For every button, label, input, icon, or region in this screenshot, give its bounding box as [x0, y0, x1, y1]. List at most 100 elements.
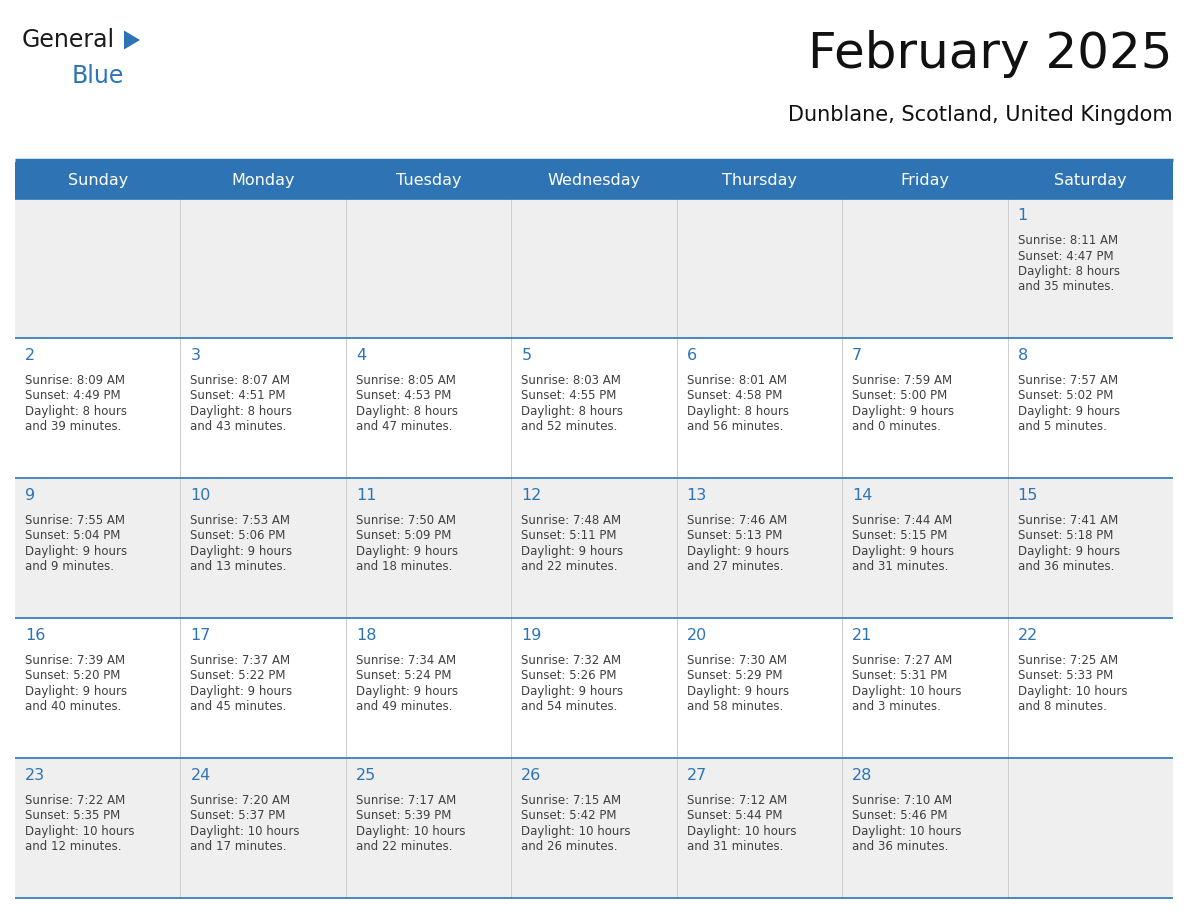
- Text: Sunset: 5:22 PM: Sunset: 5:22 PM: [190, 669, 286, 682]
- Text: Sunrise: 7:50 AM: Sunrise: 7:50 AM: [356, 514, 456, 527]
- Text: 26: 26: [522, 768, 542, 783]
- Text: Sunset: 5:29 PM: Sunset: 5:29 PM: [687, 669, 782, 682]
- Text: Sunset: 5:35 PM: Sunset: 5:35 PM: [25, 809, 120, 823]
- Text: and 31 minutes.: and 31 minutes.: [687, 840, 783, 853]
- Text: Daylight: 9 hours: Daylight: 9 hours: [852, 405, 954, 418]
- Text: Sunset: 5:18 PM: Sunset: 5:18 PM: [1018, 530, 1113, 543]
- Text: Sunrise: 7:59 AM: Sunrise: 7:59 AM: [852, 374, 953, 386]
- Text: Blue: Blue: [72, 64, 125, 88]
- Text: Sunset: 5:20 PM: Sunset: 5:20 PM: [25, 669, 120, 682]
- Text: Daylight: 10 hours: Daylight: 10 hours: [356, 824, 466, 837]
- Text: Tuesday: Tuesday: [396, 173, 461, 188]
- Text: Sunset: 4:53 PM: Sunset: 4:53 PM: [356, 389, 451, 402]
- Text: and 43 minutes.: and 43 minutes.: [190, 420, 286, 433]
- Text: Sunset: 5:31 PM: Sunset: 5:31 PM: [852, 669, 948, 682]
- Text: Sunrise: 7:48 AM: Sunrise: 7:48 AM: [522, 514, 621, 527]
- Text: Daylight: 9 hours: Daylight: 9 hours: [25, 544, 127, 558]
- Text: 24: 24: [190, 768, 210, 783]
- Text: and 56 minutes.: and 56 minutes.: [687, 420, 783, 433]
- Text: Daylight: 9 hours: Daylight: 9 hours: [522, 685, 624, 698]
- Text: Sunset: 4:51 PM: Sunset: 4:51 PM: [190, 389, 286, 402]
- Text: and 22 minutes.: and 22 minutes.: [522, 560, 618, 574]
- Text: Sunset: 5:11 PM: Sunset: 5:11 PM: [522, 530, 617, 543]
- Text: 16: 16: [25, 628, 45, 644]
- Text: Daylight: 9 hours: Daylight: 9 hours: [852, 544, 954, 558]
- Text: Sunset: 5:06 PM: Sunset: 5:06 PM: [190, 530, 286, 543]
- Text: Sunset: 4:55 PM: Sunset: 4:55 PM: [522, 389, 617, 402]
- Text: Sunrise: 7:30 AM: Sunrise: 7:30 AM: [687, 654, 786, 666]
- Text: 19: 19: [522, 628, 542, 644]
- Text: Sunrise: 7:53 AM: Sunrise: 7:53 AM: [190, 514, 290, 527]
- Text: Daylight: 10 hours: Daylight: 10 hours: [687, 824, 796, 837]
- Text: Sunset: 5:15 PM: Sunset: 5:15 PM: [852, 530, 948, 543]
- Text: Daylight: 9 hours: Daylight: 9 hours: [356, 544, 459, 558]
- Text: Daylight: 8 hours: Daylight: 8 hours: [687, 405, 789, 418]
- Text: Sunset: 5:42 PM: Sunset: 5:42 PM: [522, 809, 617, 823]
- Text: Daylight: 8 hours: Daylight: 8 hours: [522, 405, 624, 418]
- Text: and 40 minutes.: and 40 minutes.: [25, 700, 121, 713]
- Text: Sunrise: 7:44 AM: Sunrise: 7:44 AM: [852, 514, 953, 527]
- Text: Sunrise: 7:41 AM: Sunrise: 7:41 AM: [1018, 514, 1118, 527]
- Text: Daylight: 9 hours: Daylight: 9 hours: [1018, 405, 1120, 418]
- Text: Sunset: 4:58 PM: Sunset: 4:58 PM: [687, 389, 782, 402]
- Text: 22: 22: [1018, 628, 1038, 644]
- Text: and 12 minutes.: and 12 minutes.: [25, 840, 121, 853]
- Polygon shape: [124, 30, 140, 50]
- Bar: [15, 162, 1173, 198]
- Text: 6: 6: [687, 349, 697, 364]
- Text: and 45 minutes.: and 45 minutes.: [190, 700, 286, 713]
- Text: Daylight: 9 hours: Daylight: 9 hours: [687, 544, 789, 558]
- Bar: [15, 198, 1173, 339]
- Text: 23: 23: [25, 768, 45, 783]
- Text: and 36 minutes.: and 36 minutes.: [852, 840, 948, 853]
- Text: Sunset: 5:37 PM: Sunset: 5:37 PM: [190, 809, 286, 823]
- Text: Sunrise: 7:25 AM: Sunrise: 7:25 AM: [1018, 654, 1118, 666]
- Bar: [15, 618, 1173, 758]
- Text: Sunset: 4:47 PM: Sunset: 4:47 PM: [1018, 250, 1113, 263]
- Text: 13: 13: [687, 488, 707, 503]
- Text: Daylight: 9 hours: Daylight: 9 hours: [25, 685, 127, 698]
- Text: Thursday: Thursday: [722, 173, 797, 188]
- Text: Sunrise: 8:03 AM: Sunrise: 8:03 AM: [522, 374, 621, 386]
- Text: Sunrise: 7:17 AM: Sunrise: 7:17 AM: [356, 793, 456, 807]
- Text: Daylight: 10 hours: Daylight: 10 hours: [852, 824, 961, 837]
- Text: Sunset: 5:13 PM: Sunset: 5:13 PM: [687, 530, 782, 543]
- Text: and 17 minutes.: and 17 minutes.: [190, 840, 287, 853]
- Text: Daylight: 9 hours: Daylight: 9 hours: [356, 685, 459, 698]
- Text: Sunrise: 8:05 AM: Sunrise: 8:05 AM: [356, 374, 456, 386]
- Text: Sunrise: 7:10 AM: Sunrise: 7:10 AM: [852, 793, 953, 807]
- Text: Sunrise: 8:11 AM: Sunrise: 8:11 AM: [1018, 234, 1118, 247]
- Text: Saturday: Saturday: [1054, 173, 1126, 188]
- Text: Daylight: 9 hours: Daylight: 9 hours: [522, 544, 624, 558]
- Text: 5: 5: [522, 349, 531, 364]
- Bar: [15, 758, 1173, 898]
- Text: 4: 4: [356, 349, 366, 364]
- Text: and 54 minutes.: and 54 minutes.: [522, 700, 618, 713]
- Text: Sunrise: 7:55 AM: Sunrise: 7:55 AM: [25, 514, 125, 527]
- Text: and 13 minutes.: and 13 minutes.: [190, 560, 286, 574]
- Text: 1: 1: [1018, 208, 1028, 223]
- Text: and 35 minutes.: and 35 minutes.: [1018, 281, 1114, 294]
- Text: Daylight: 8 hours: Daylight: 8 hours: [25, 405, 127, 418]
- Text: Sunrise: 7:15 AM: Sunrise: 7:15 AM: [522, 793, 621, 807]
- Text: Daylight: 9 hours: Daylight: 9 hours: [190, 544, 292, 558]
- Text: and 5 minutes.: and 5 minutes.: [1018, 420, 1106, 433]
- Text: Daylight: 9 hours: Daylight: 9 hours: [1018, 544, 1120, 558]
- Text: Daylight: 10 hours: Daylight: 10 hours: [522, 824, 631, 837]
- Text: 27: 27: [687, 768, 707, 783]
- Text: and 27 minutes.: and 27 minutes.: [687, 560, 783, 574]
- Text: Dunblane, Scotland, United Kingdom: Dunblane, Scotland, United Kingdom: [789, 105, 1173, 125]
- Text: Daylight: 10 hours: Daylight: 10 hours: [25, 824, 134, 837]
- Text: and 47 minutes.: and 47 minutes.: [356, 420, 453, 433]
- Text: 15: 15: [1018, 488, 1038, 503]
- Text: and 0 minutes.: and 0 minutes.: [852, 420, 941, 433]
- Text: and 58 minutes.: and 58 minutes.: [687, 700, 783, 713]
- Text: Sunrise: 8:01 AM: Sunrise: 8:01 AM: [687, 374, 786, 386]
- Text: Daylight: 10 hours: Daylight: 10 hours: [1018, 685, 1127, 698]
- Text: Monday: Monday: [232, 173, 295, 188]
- Text: 17: 17: [190, 628, 210, 644]
- Text: 25: 25: [356, 768, 377, 783]
- Text: 12: 12: [522, 488, 542, 503]
- Text: Friday: Friday: [901, 173, 949, 188]
- Text: Wednesday: Wednesday: [548, 173, 640, 188]
